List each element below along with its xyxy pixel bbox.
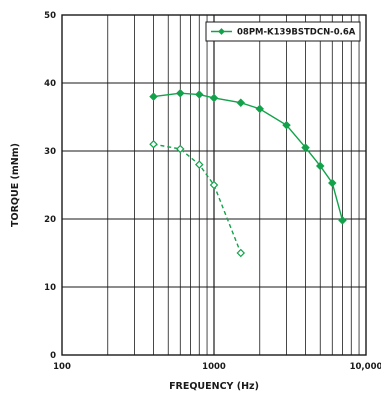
- x-axis-ticks: 100 1000 10,000: [53, 362, 381, 372]
- x-axis-title: FREQUENCY (Hz): [169, 381, 259, 392]
- legend-marker: [218, 28, 225, 35]
- data-point: [209, 93, 219, 103]
- y-axis-ticks: 0 10 20 30 40 50: [44, 11, 56, 361]
- y-tick-label: 0: [50, 351, 56, 361]
- series-1: [149, 139, 246, 258]
- data-point: [176, 88, 185, 98]
- series-line: [153, 143, 242, 254]
- data-point: [195, 160, 204, 169]
- data-point: [209, 180, 219, 190]
- data-point: [328, 178, 337, 188]
- data-point: [195, 90, 204, 99]
- data-point: [282, 120, 291, 130]
- x-tick-label: 1000: [202, 362, 226, 372]
- y-tick-label: 20: [44, 215, 56, 225]
- y-tick-label: 10: [44, 283, 56, 293]
- data-point: [149, 92, 158, 101]
- data-point: [315, 161, 325, 171]
- legend: 08PM-K139BSTDCN-0.6A: [205, 21, 361, 42]
- y-tick-label: 50: [44, 11, 56, 21]
- series-layer: [149, 88, 347, 258]
- data-point: [149, 139, 158, 149]
- y-tick-label: 30: [44, 147, 56, 157]
- series-0: [149, 88, 347, 225]
- data-point: [255, 104, 265, 114]
- data-point: [338, 216, 347, 225]
- data-point: [301, 143, 310, 152]
- y-tick-label: 40: [44, 79, 56, 89]
- data-point: [176, 144, 185, 154]
- legend-box: [205, 21, 361, 42]
- data-point: [236, 98, 246, 107]
- legend-label: 08PM-K139BSTDCN-0.6A: [237, 28, 356, 38]
- plot-frame: [61, 14, 367, 356]
- series-line: [153, 92, 344, 221]
- x-tick-label: 10,000: [350, 362, 381, 372]
- data-point: [236, 248, 246, 258]
- x-tick-label: 100: [53, 362, 71, 372]
- y-axis-title: TORQUE (mNm): [10, 143, 21, 227]
